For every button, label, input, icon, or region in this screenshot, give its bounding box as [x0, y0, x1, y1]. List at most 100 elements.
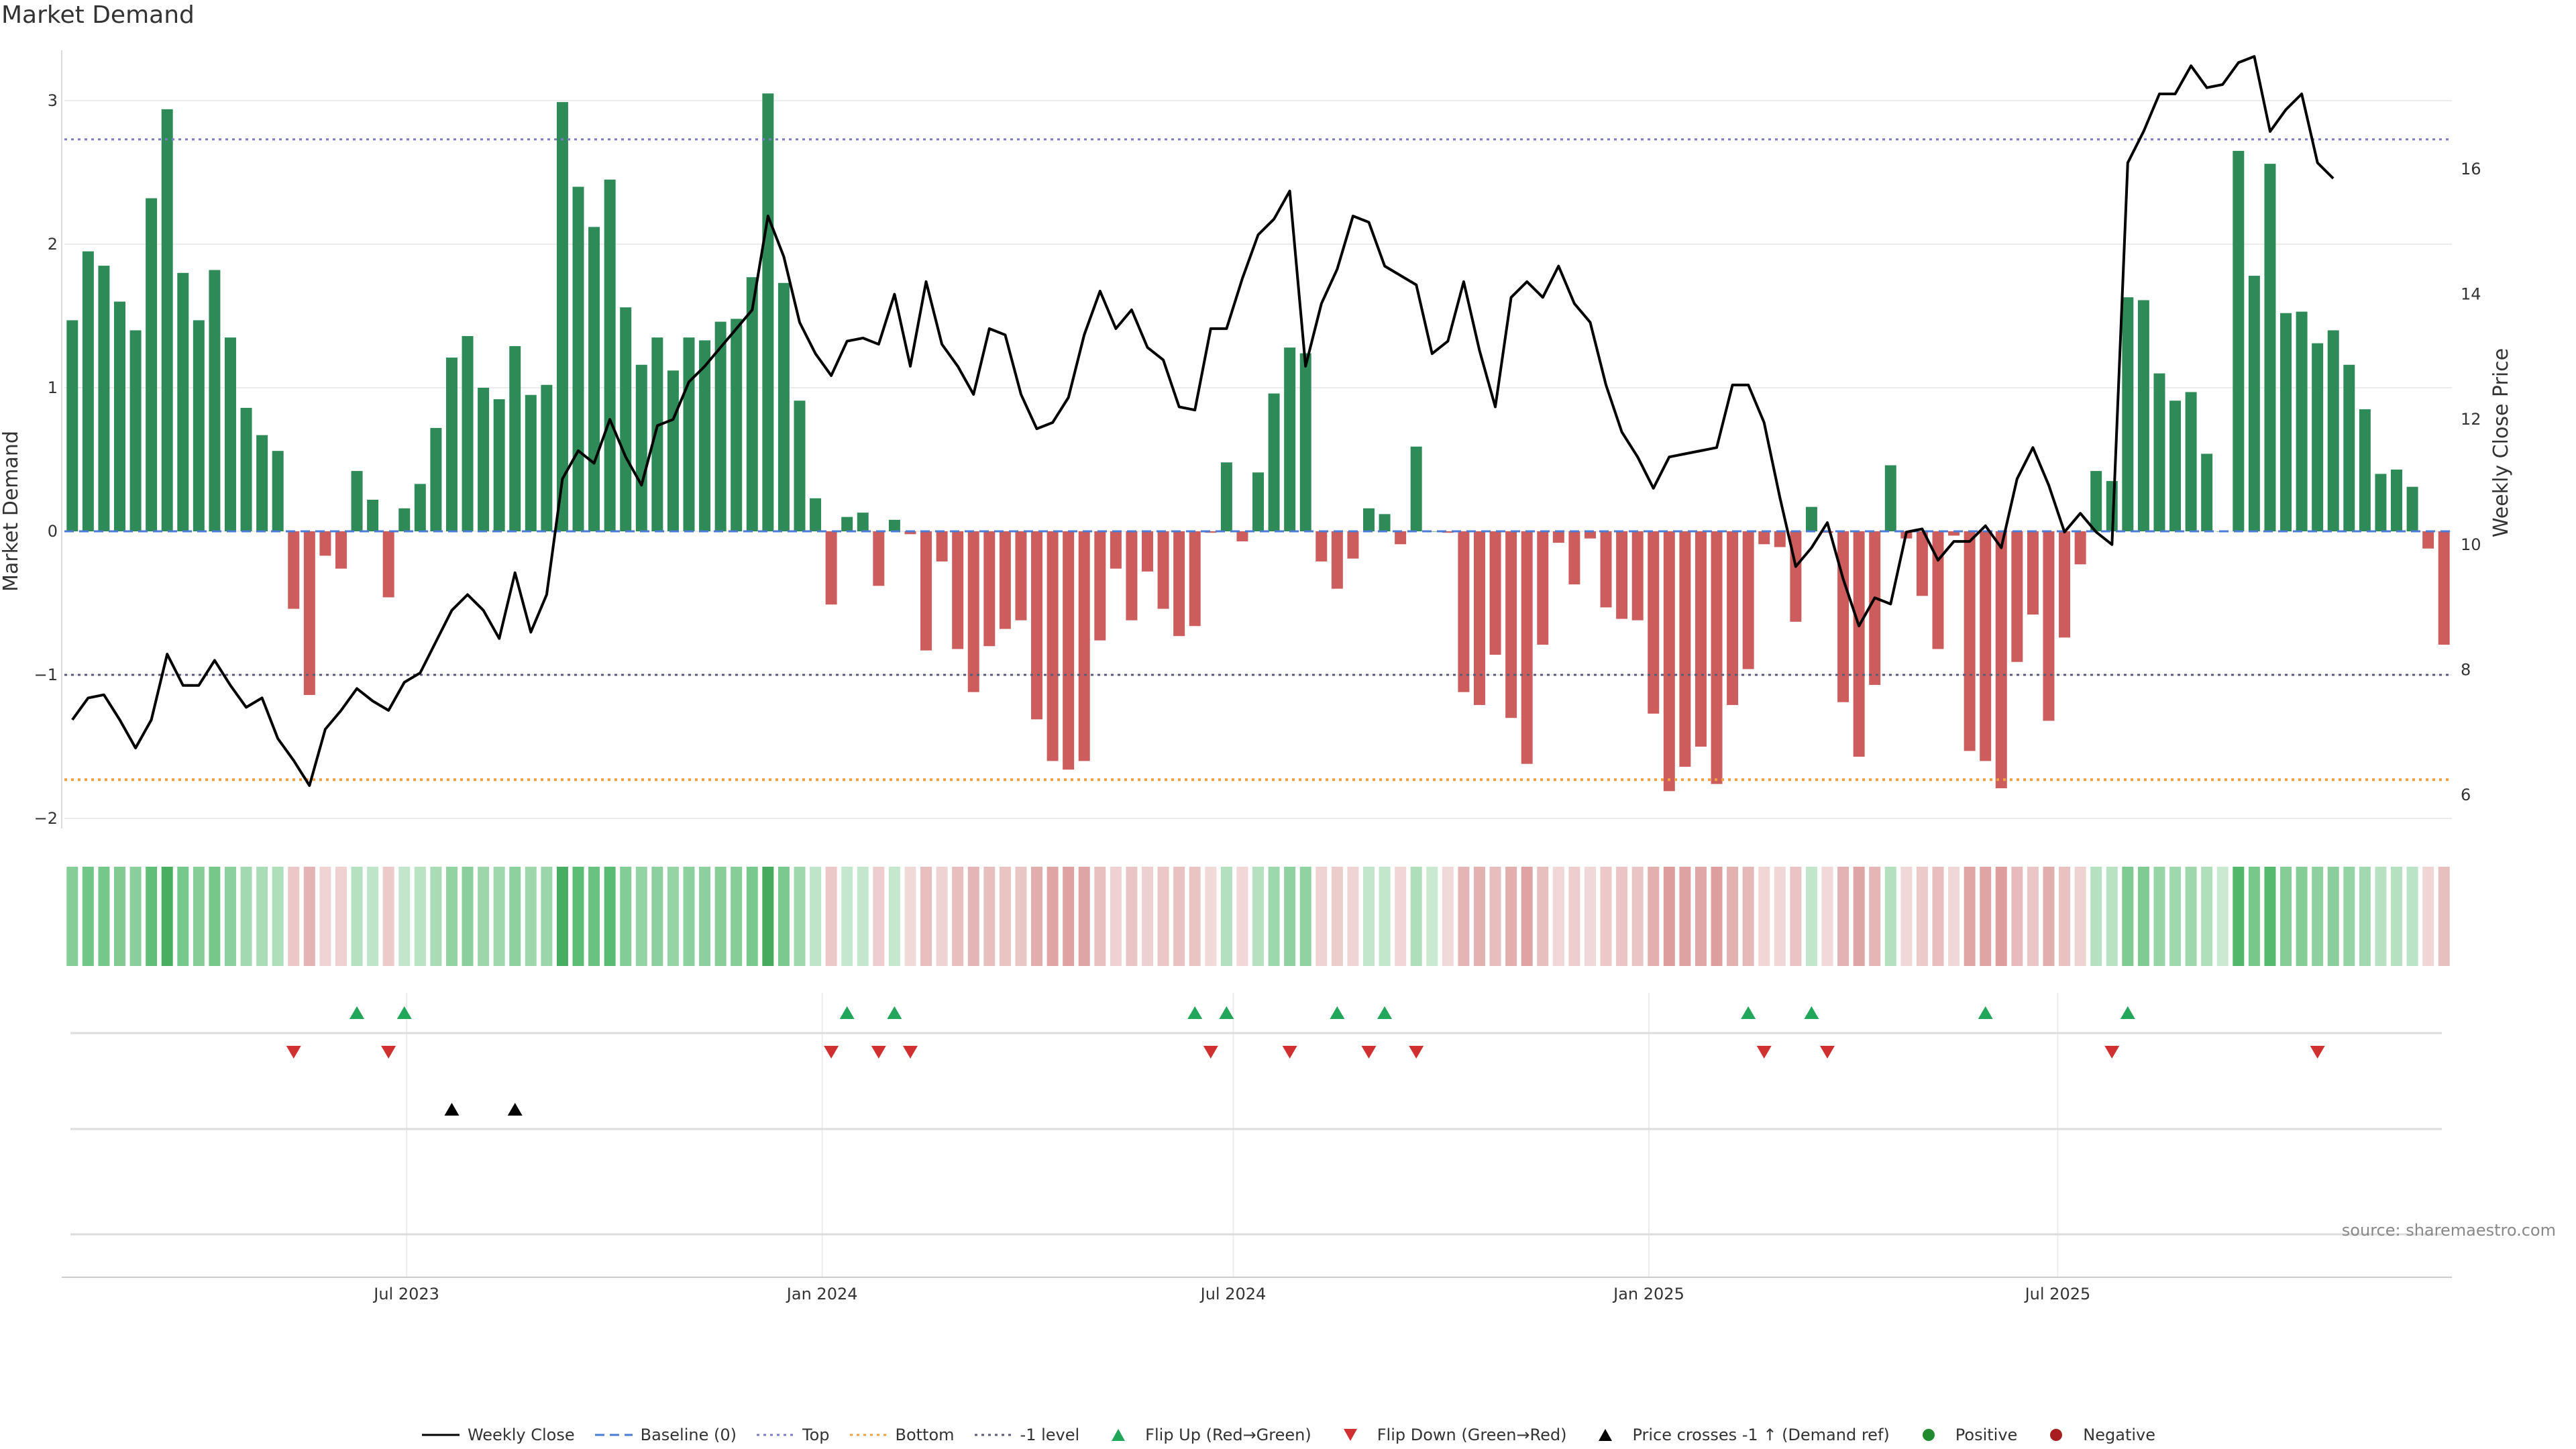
heat-cell [2043, 867, 2055, 966]
legend-item: Flip Up (Red→Green) [1098, 1426, 1311, 1444]
y2-axis-label: Weekly Close Price [2489, 348, 2513, 537]
legend-swatch [849, 1434, 888, 1436]
heat-cell [1916, 867, 1928, 966]
heat-cell [303, 867, 315, 966]
heat-cell [177, 867, 189, 966]
heat-cell [1900, 867, 1913, 966]
heat-cell [1316, 867, 1328, 966]
demand-bar [1268, 393, 1280, 531]
legend-item: Negative [2036, 1426, 2155, 1444]
heat-cell [762, 867, 774, 966]
demand-bar [82, 251, 94, 531]
heat-cell [841, 867, 853, 966]
legend-label: Top [802, 1426, 830, 1444]
heat-cell [1063, 867, 1075, 966]
demand-bar [1458, 531, 1470, 692]
heat-cell [1110, 867, 1122, 966]
heat-cell [351, 867, 363, 966]
demand-bar [1837, 531, 1849, 702]
y-tick-label: −2 [34, 809, 58, 828]
demand-bar [1126, 531, 1138, 621]
heat-cell [936, 867, 948, 966]
flip-up-marker [2120, 1006, 2135, 1019]
demand-bar [493, 399, 505, 531]
demand-bar [1932, 531, 1944, 649]
heat-cell [1126, 867, 1138, 966]
y2-tick-label: 8 [2461, 660, 2471, 679]
heat-cell [556, 867, 568, 966]
demand-bar [1252, 472, 1264, 531]
heat-cell [1252, 867, 1264, 966]
demand-bar [967, 531, 979, 692]
flip-down-marker [1409, 1046, 1424, 1059]
heat-cell [2327, 867, 2339, 966]
flip-up-marker [396, 1006, 412, 1019]
heat-cell [367, 867, 379, 966]
demand-bar [936, 531, 948, 561]
demand-bar [1631, 531, 1644, 621]
heat-cell [1521, 867, 1533, 966]
legend-swatch [1922, 1429, 1935, 1441]
heat-cell [66, 867, 78, 966]
demand-bar [1568, 531, 1580, 585]
demand-bar [2074, 531, 2086, 565]
heat-cell [746, 867, 758, 966]
heat-cell [1031, 867, 1043, 966]
heat-cell [999, 867, 1011, 966]
x-tick-label: Jul 2025 [2024, 1285, 2091, 1303]
demand-bar [1347, 531, 1359, 559]
heat-cell [2312, 867, 2324, 966]
demand-bar [335, 531, 347, 569]
legend-swatch [974, 1434, 1012, 1436]
flip-down-marker [1203, 1046, 1218, 1059]
flip-up-marker [1741, 1006, 1756, 1019]
demand-bar [430, 427, 442, 531]
flip-up-marker [887, 1006, 902, 1019]
demand-bar [1489, 531, 1501, 655]
heat-cell [1616, 867, 1628, 966]
demand-bar [114, 301, 125, 531]
demand-bar [2169, 400, 2182, 531]
demand-bar [588, 227, 600, 531]
price-cross-marker [444, 1103, 460, 1116]
heat-cell [1299, 867, 1311, 966]
demand-bar [1110, 531, 1122, 569]
legend-item: Top [755, 1426, 830, 1444]
demand-bar [541, 384, 553, 531]
heat-cell [2406, 867, 2418, 966]
demand-bar [398, 508, 411, 531]
demand-bar [888, 519, 900, 531]
heat-cell [1679, 867, 1691, 966]
demand-bar [1284, 347, 1296, 531]
y2-tick-label: 10 [2461, 535, 2481, 554]
y2-tick-label: 16 [2461, 160, 2481, 178]
demand-bar [952, 531, 964, 649]
heat-cell [1347, 867, 1359, 966]
demand-bar [2296, 311, 2308, 531]
heat-cell [714, 867, 727, 966]
demand-bar [1853, 531, 1865, 757]
demand-bar [2185, 392, 2197, 531]
flip-down-marker [286, 1046, 301, 1059]
heat-cell [462, 867, 474, 966]
heat-cell [635, 867, 647, 966]
demand-bar [1758, 531, 1770, 545]
demand-bar [873, 531, 885, 586]
demand-bar [445, 358, 458, 531]
heat-cell [478, 867, 490, 966]
legend-item: -1 level [973, 1426, 1079, 1444]
heat-cell [1157, 867, 1169, 966]
weekly-close-line [71, 55, 2334, 787]
legend-label: Flip Up (Red→Green) [1145, 1426, 1311, 1444]
heat-cell [1473, 867, 1485, 966]
heat-cell [114, 867, 125, 966]
demand-bar [177, 272, 189, 531]
heat-cell [794, 867, 806, 966]
flip-down-marker [1282, 1046, 1297, 1059]
y-axis-label: Market Demand [0, 431, 23, 592]
legend-item: Weekly Close [421, 1426, 575, 1444]
demand-bar [1948, 531, 1960, 536]
demand-bar [2327, 330, 2339, 531]
heat-cell [777, 867, 790, 966]
heat-cell [1458, 867, 1470, 966]
